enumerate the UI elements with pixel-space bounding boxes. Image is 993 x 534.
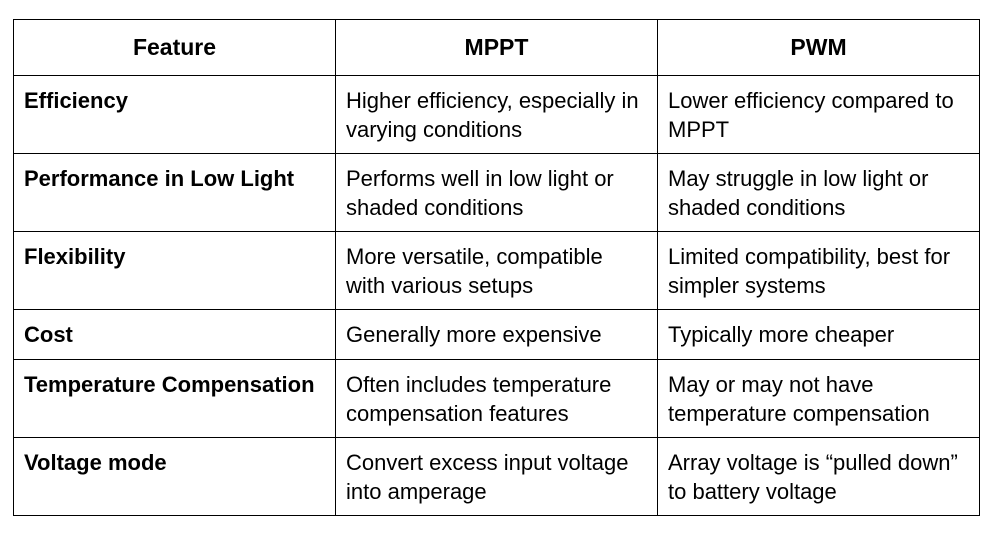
- table-row: Efficiency Higher efficiency, especially…: [13, 75, 980, 154]
- feature-cell: Cost: [13, 309, 336, 360]
- mppt-cell: Higher efficiency, especially in varying…: [335, 75, 658, 154]
- mppt-cell: Performs well in low light or shaded con…: [335, 153, 658, 232]
- table-row: Cost Generally more expensive Typically …: [13, 309, 980, 360]
- pwm-cell: Limited compatibility, best for simpler …: [657, 231, 980, 310]
- pwm-cell: Typically more cheaper: [657, 309, 980, 360]
- feature-cell: Performance in Low Light: [13, 153, 336, 232]
- table-row: Performance in Low Light Performs well i…: [13, 153, 980, 232]
- header-mppt: MPPT: [335, 19, 658, 76]
- pwm-cell: Lower efficiency compared to MPPT: [657, 75, 980, 154]
- header-pwm: PWM: [657, 19, 980, 76]
- header-feature: Feature: [13, 19, 336, 76]
- table-row: Temperature Compensation Often includes …: [13, 359, 980, 438]
- comparison-table: Feature MPPT PWM Efficiency Higher effic…: [13, 19, 980, 516]
- feature-cell: Temperature Compensation: [13, 359, 336, 438]
- table-row: Flexibility More versatile, compatible w…: [13, 231, 980, 310]
- pwm-cell: Array voltage is “pulled down” to batter…: [657, 437, 980, 516]
- feature-cell: Efficiency: [13, 75, 336, 154]
- header-row: Feature MPPT PWM: [13, 19, 980, 76]
- feature-cell: Voltage mode: [13, 437, 336, 516]
- pwm-cell: May struggle in low light or shaded cond…: [657, 153, 980, 232]
- mppt-cell: Often includes temperature compensation …: [335, 359, 658, 438]
- feature-cell: Flexibility: [13, 231, 336, 310]
- pwm-cell: May or may not have temperature compensa…: [657, 359, 980, 438]
- mppt-cell: More versatile, compatible with various …: [335, 231, 658, 310]
- mppt-cell: Convert excess input voltage into ampera…: [335, 437, 658, 516]
- table-row: Voltage mode Convert excess input voltag…: [13, 437, 980, 516]
- mppt-cell: Generally more expensive: [335, 309, 658, 360]
